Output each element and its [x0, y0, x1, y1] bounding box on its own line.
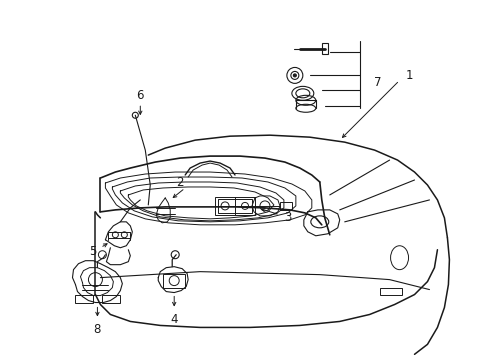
Text: 6: 6 [136, 89, 144, 102]
Bar [321, 42, 327, 54]
Text: 3: 3 [284, 211, 291, 224]
Circle shape [293, 74, 296, 77]
Text: 7: 7 [373, 76, 381, 89]
Text: 1: 1 [405, 69, 412, 82]
Text: 5: 5 [88, 245, 96, 258]
Bar [75, 294, 93, 302]
Text: 4: 4 [170, 313, 178, 326]
Bar [379, 288, 401, 294]
Text: 8: 8 [94, 323, 101, 336]
Bar [102, 294, 120, 302]
Bar [218, 199, 251, 213]
Bar [215, 197, 254, 215]
Bar [279, 202, 291, 210]
Bar [163, 274, 185, 288]
Text: 2: 2 [176, 176, 183, 189]
